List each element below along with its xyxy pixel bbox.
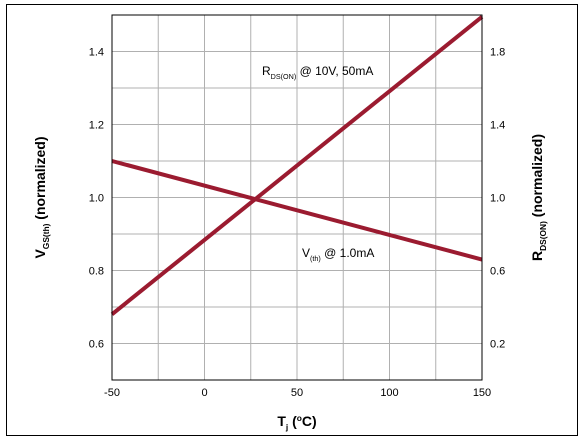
series-line-vth: [111, 159, 483, 262]
axis-titles: Tj (oC) VGS(th) (normalized) RDS(ON) (norm…: [32, 134, 548, 432]
annotation-rdson: RDS(ON) @ 10V, 50mA: [262, 64, 373, 81]
x-tick-label: 50: [291, 387, 303, 399]
chart-frame: -50 0 50 100 150 0.6 0.8 1.0 1.2 1.4 0.2 0.6 1.0 1.4 1…: [6, 4, 578, 436]
series-annotations: RDS(ON) @ 10V, 50mA V(th) @ 1.0mA: [262, 64, 374, 263]
chart: -50 0 50 100 150 0.6 0.8 1.0 1.2 1.4 0.2 0.6 1.0 1.4 1…: [32, 14, 548, 432]
x-tick-label: 0: [201, 387, 207, 399]
x-tick-label: 100: [380, 387, 398, 399]
x-tick-label: 150: [473, 387, 491, 399]
y-right-tick-label: 0.2: [490, 339, 505, 351]
series-line-rdson: [110, 15, 484, 316]
plot-area-border: [111, 14, 483, 381]
y-right-tick-label: 1.0: [490, 193, 505, 205]
y-right-tick-label: 0.6: [490, 266, 505, 278]
x-tick-label: -50: [104, 387, 120, 399]
tick-labels: -50 0 50 100 150 0.6 0.8 1.0 1.2 1.4 0.2 0.6 1.0 1.4 1…: [89, 47, 506, 400]
y-left-tick-label: 0.6: [89, 339, 104, 351]
y-right-tick-label: 1.8: [490, 47, 505, 59]
grid: [112, 15, 482, 380]
annotation-vth: V(th) @ 1.0mA: [302, 246, 374, 263]
y-left-axis-title: VGS(th) (normalized): [32, 136, 51, 258]
x-axis-title: Tj (oC): [277, 413, 316, 432]
series-layer: [110, 15, 484, 316]
y-left-tick-label: 1.0: [89, 193, 104, 205]
y-right-tick-label: 1.4: [490, 120, 505, 132]
y-right-axis-title: RDS(ON) (normalized): [529, 134, 548, 261]
y-left-tick-label: 0.8: [89, 266, 104, 278]
y-left-tick-label: 1.4: [89, 47, 104, 59]
y-left-tick-label: 1.2: [89, 120, 104, 132]
